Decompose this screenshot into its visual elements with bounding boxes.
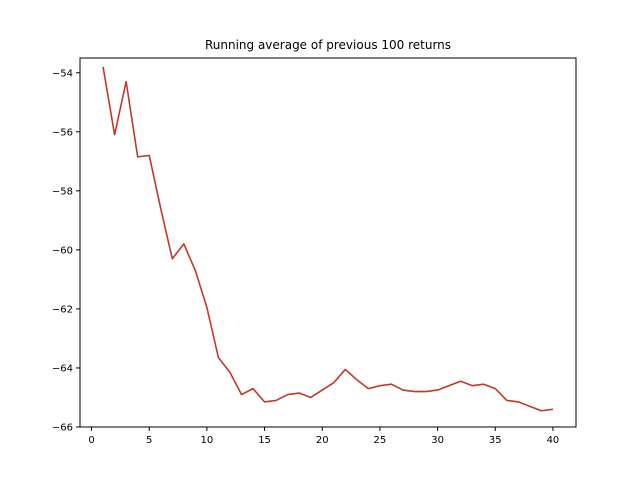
y-tick-label: −58 — [52, 186, 73, 197]
plot-area — [102, 66, 554, 412]
plot-frame — [79, 57, 577, 428]
x-tick-label: 10 — [201, 435, 214, 446]
x-tick-label: 5 — [146, 435, 152, 446]
y-tick-label: −56 — [52, 127, 73, 138]
x-tick-label: 35 — [489, 435, 502, 446]
x-tick-label: 20 — [316, 435, 329, 446]
y-tick-label: −66 — [52, 423, 73, 434]
series-line — [102, 66, 554, 412]
x-tick-label: 15 — [258, 435, 271, 446]
x-tick-label: 25 — [374, 435, 387, 446]
y-tick-label: −54 — [52, 68, 73, 79]
x-tick-label: 30 — [431, 435, 444, 446]
x-tick-label: 40 — [547, 435, 560, 446]
x-axis: 0 5 10 15 20 25 30 35 40 — [88, 427, 559, 446]
y-tick-label: −64 — [52, 363, 73, 374]
y-tick-label: −60 — [52, 245, 73, 256]
y-axis: −66 −64 −62 −60 −58 −56 −54 — [52, 68, 80, 434]
chart-title: Running average of previous 100 returns — [205, 38, 451, 52]
x-tick-label: 0 — [88, 435, 94, 446]
y-tick-label: −62 — [52, 304, 73, 315]
